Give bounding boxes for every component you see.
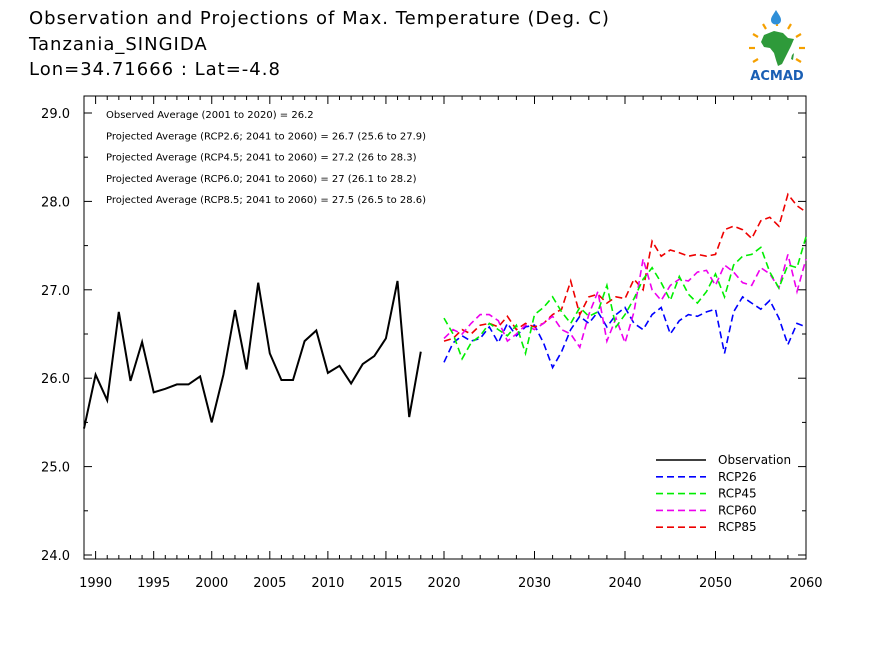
y-tick-label: 28.0 <box>41 195 70 210</box>
average-annotation: Projected Average (RCP8.5; 2041 to 2060)… <box>106 195 426 206</box>
series-line-observation <box>83 280 422 429</box>
legend-label: RCP26 <box>718 470 757 484</box>
average-annotation: Projected Average (RCP2.6; 2041 to 2060)… <box>106 131 426 142</box>
series-line-rcp45 <box>443 236 807 361</box>
y-tick-label: 26.0 <box>41 372 70 387</box>
series-line-rcp85 <box>443 192 807 342</box>
x-tick-label: 2040 <box>608 576 641 591</box>
series-layer <box>83 192 807 429</box>
africa-map-logo-icon: ACMAD <box>749 10 805 84</box>
y-tick-label: 27.0 <box>41 284 70 299</box>
x-tick-label: 2060 <box>789 576 822 591</box>
x-tick-label: 2005 <box>253 576 286 591</box>
legend-label: RCP60 <box>718 503 757 517</box>
series-line-rcp60 <box>443 254 807 350</box>
x-tick-label: 2020 <box>427 576 460 591</box>
series-line-rcp26 <box>443 295 807 370</box>
legend-label: RCP45 <box>718 487 757 501</box>
legend: Observation RCP26 RCP45 RCP60 RCP85 <box>656 453 791 534</box>
annotation-layer: Observed Average (2001 to 2020) = 26.2 Pr… <box>106 110 426 206</box>
y-tick-label: 29.0 <box>41 107 70 122</box>
x-axis: 1990 1995 2000 2005 2010 2015 2020 2030 2040 2050… <box>79 96 823 591</box>
x-tick-label: 1995 <box>137 576 170 591</box>
x-tick-label: 2015 <box>369 576 402 591</box>
x-tick-label: 2000 <box>195 576 228 591</box>
average-annotation: Projected Average (RCP6.0; 2041 to 2060)… <box>106 174 417 185</box>
x-tick-label: 2050 <box>699 576 732 591</box>
x-tick-label: 2030 <box>518 576 551 591</box>
plot-frame <box>83 95 807 560</box>
x-tick-label: 1990 <box>79 576 112 591</box>
chart-title: Observation and Projections of Max. Temp… <box>29 8 610 29</box>
average-annotation: Observed Average (2001 to 2020) = 26.2 <box>106 110 314 121</box>
y-tick-label: 25.0 <box>41 461 70 476</box>
y-axis: 24.0 25.0 26.0 27.0 28.0 29.0 <box>41 107 806 564</box>
average-annotation: Projected Average (RCP4.5; 2041 to 2060)… <box>106 153 417 164</box>
y-tick-label: 24.0 <box>41 549 70 564</box>
legend-label: RCP85 <box>718 520 757 534</box>
x-tick-label: 2010 <box>311 576 344 591</box>
logo-text: ACMAD <box>750 69 804 84</box>
station-coordinates: Lon=34.71666 : Lat=-4.8 <box>29 59 281 80</box>
legend-label: Observation <box>718 453 791 467</box>
station-name: Tanzania_SINGIDA <box>29 34 208 55</box>
